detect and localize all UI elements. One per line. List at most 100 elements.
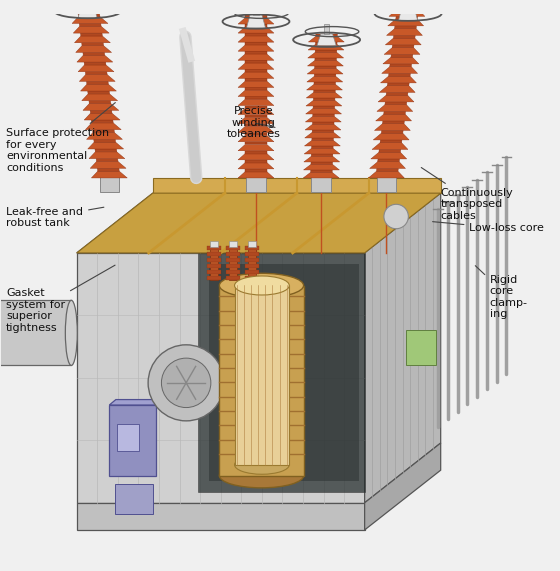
Polygon shape [313, 106, 335, 108]
Bar [207, 247, 221, 250]
Polygon shape [82, 94, 118, 100]
Polygon shape [306, 85, 342, 90]
Polygon shape [238, 144, 274, 151]
Bar [245, 264, 259, 268]
Bar [226, 247, 240, 250]
Polygon shape [85, 123, 121, 130]
Polygon shape [246, 15, 265, 28]
Polygon shape [389, 74, 410, 77]
Bar [405, 0, 411, 7]
Polygon shape [91, 120, 113, 123]
Polygon shape [89, 152, 125, 159]
Polygon shape [396, 17, 418, 19]
Polygon shape [371, 152, 407, 159]
Bar [226, 276, 240, 280]
Polygon shape [378, 95, 414, 102]
Bar [311, 176, 331, 191]
Polygon shape [365, 193, 441, 503]
Polygon shape [379, 86, 415, 93]
Polygon shape [90, 110, 112, 113]
Text: Continuously
transposed
cables: Continuously transposed cables [421, 167, 514, 221]
Polygon shape [80, 23, 101, 26]
Polygon shape [85, 72, 107, 75]
Bar [0, 300, 71, 365]
Polygon shape [315, 66, 336, 69]
Polygon shape [393, 35, 415, 38]
Polygon shape [238, 81, 274, 87]
Polygon shape [198, 253, 365, 492]
Polygon shape [382, 67, 418, 74]
Polygon shape [91, 171, 127, 178]
Bar [324, 24, 329, 34]
Polygon shape [245, 106, 267, 108]
Polygon shape [245, 169, 267, 172]
Polygon shape [306, 93, 342, 98]
Polygon shape [238, 54, 274, 61]
Bar [226, 270, 240, 274]
Polygon shape [388, 19, 423, 26]
Bar [85, 0, 90, 4]
Polygon shape [381, 130, 403, 133]
Bar [118, 424, 139, 451]
Polygon shape [238, 45, 274, 51]
Bar [228, 247, 237, 280]
Polygon shape [238, 126, 274, 132]
Polygon shape [245, 115, 267, 117]
Polygon shape [81, 33, 102, 36]
Polygon shape [315, 50, 337, 53]
Polygon shape [311, 154, 333, 156]
Polygon shape [238, 108, 274, 115]
Ellipse shape [220, 274, 304, 297]
Polygon shape [305, 124, 341, 130]
Polygon shape [372, 143, 408, 150]
Polygon shape [390, 64, 412, 67]
Polygon shape [83, 103, 119, 110]
Polygon shape [245, 142, 267, 144]
Polygon shape [245, 15, 267, 18]
Bar [245, 247, 259, 250]
Text: Gasket
system for
superior
tightness: Gasket system for superior tightness [6, 265, 115, 333]
Polygon shape [376, 168, 398, 171]
Polygon shape [77, 4, 99, 7]
Ellipse shape [66, 300, 77, 365]
Polygon shape [311, 146, 333, 148]
Polygon shape [376, 114, 412, 121]
Ellipse shape [148, 345, 224, 421]
Polygon shape [317, 34, 336, 46]
Polygon shape [76, 46, 111, 53]
Polygon shape [92, 130, 114, 132]
Polygon shape [245, 61, 267, 63]
Polygon shape [238, 63, 274, 69]
Polygon shape [88, 142, 124, 149]
Polygon shape [77, 503, 365, 530]
Polygon shape [315, 42, 337, 45]
Polygon shape [307, 61, 343, 66]
Polygon shape [392, 45, 414, 48]
Polygon shape [314, 82, 335, 85]
Polygon shape [308, 53, 344, 58]
Bar [226, 258, 240, 262]
Polygon shape [109, 400, 162, 405]
Polygon shape [71, 7, 107, 14]
Polygon shape [311, 162, 333, 164]
Polygon shape [391, 54, 413, 57]
Polygon shape [306, 100, 342, 106]
Polygon shape [238, 72, 274, 78]
Polygon shape [375, 124, 410, 130]
Polygon shape [90, 162, 126, 168]
Bar [115, 484, 153, 514]
Polygon shape [238, 135, 274, 142]
Ellipse shape [235, 276, 290, 295]
Bar [220, 286, 304, 476]
Polygon shape [78, 14, 100, 17]
Bar [207, 252, 221, 256]
Polygon shape [238, 36, 274, 42]
Polygon shape [245, 51, 267, 54]
Polygon shape [245, 87, 267, 90]
Ellipse shape [220, 464, 304, 488]
Ellipse shape [161, 358, 211, 408]
Polygon shape [316, 34, 337, 37]
Bar [207, 264, 221, 268]
Polygon shape [315, 58, 337, 61]
Bar [207, 276, 221, 280]
